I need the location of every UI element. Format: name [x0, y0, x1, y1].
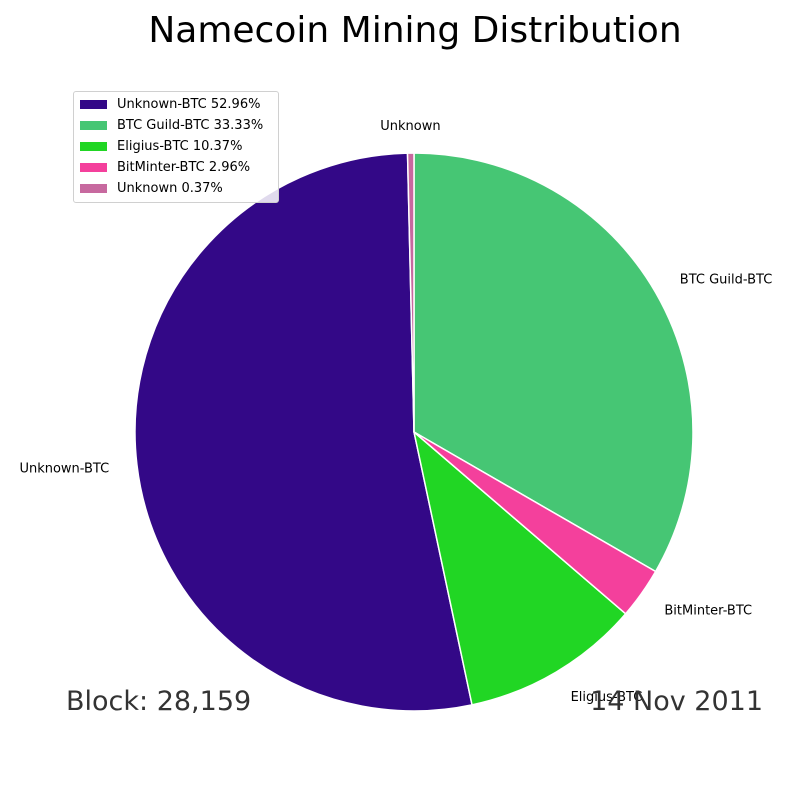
legend-label-btc-guild-btc: BTC Guild-BTC 33.33% — [117, 118, 264, 133]
pie-slice-btc-guild-btc — [413, 152, 694, 573]
slice-label-btc-guild-btc: BTC Guild-BTC — [680, 273, 773, 288]
block-number: Block: 28,159 — [66, 686, 252, 717]
slice-label-bitminter-btc: BitMinter-BTC — [664, 604, 752, 619]
legend-item-eligius-btc: Eligius-BTC 10.37% — [74, 136, 278, 157]
legend-label-unknown: Unknown 0.37% — [117, 181, 223, 196]
legend-label-eligius-btc: Eligius-BTC 10.37% — [117, 139, 243, 154]
chart-title: Namecoin Mining Distribution — [148, 10, 682, 51]
legend-swatch-unknown-btc — [80, 100, 107, 109]
pie-slice-eligius-btc — [413, 431, 627, 706]
slice-label-eligius-btc: Eligius-BTC — [571, 690, 643, 705]
legend-item-unknown-btc: Unknown-BTC 52.96% — [74, 94, 278, 115]
legend-item-unknown: Unknown 0.37% — [74, 178, 278, 199]
legend: Unknown-BTC 52.96% BTC Guild-BTC 33.33% El… — [73, 91, 279, 203]
legend-swatch-btc-guild-btc — [80, 121, 107, 130]
pie-slice-unknown — [406, 152, 415, 433]
slice-label-unknown: Unknown — [380, 119, 440, 134]
pie-slice-bitminter-btc — [413, 431, 657, 615]
legend-label-unknown-btc: Unknown-BTC 52.96% — [117, 97, 261, 112]
legend-swatch-eligius-btc — [80, 142, 107, 151]
legend-label-bitminter-btc: BitMinter-BTC 2.96% — [117, 160, 251, 175]
slice-label-unknown-btc: Unknown-BTC — [19, 462, 109, 477]
legend-item-bitminter-btc: BitMinter-BTC 2.96% — [74, 157, 278, 178]
date-label: 14 Nov 2011 — [590, 686, 763, 717]
legend-item-btc-guild-btc: BTC Guild-BTC 33.33% — [74, 115, 278, 136]
legend-swatch-bitminter-btc — [80, 163, 107, 172]
legend-swatch-unknown — [80, 184, 107, 193]
